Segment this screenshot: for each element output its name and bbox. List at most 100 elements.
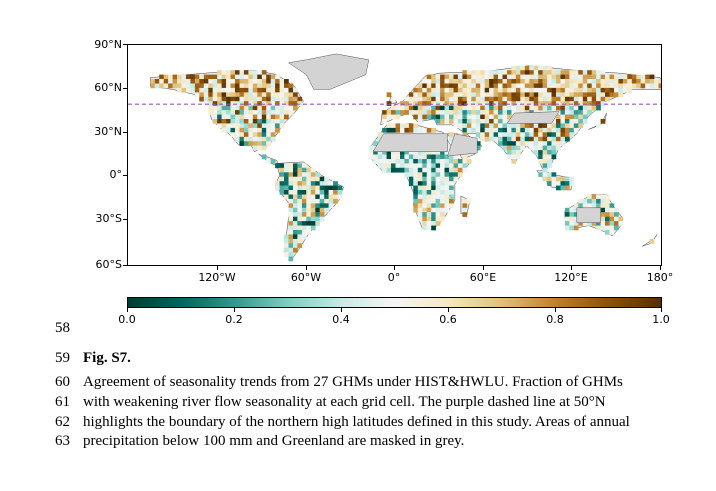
grid-cell <box>529 136 535 142</box>
grid-cell <box>293 212 298 217</box>
grid-cell <box>199 87 205 93</box>
grid-cell <box>582 79 588 84</box>
grid-cell <box>466 127 472 133</box>
grid-cell <box>547 83 552 89</box>
grid-cell <box>400 150 405 155</box>
grid-cell <box>582 203 588 209</box>
grid-cell <box>560 127 566 133</box>
grid-cell <box>569 212 575 217</box>
grid-cell <box>431 74 436 80</box>
grid-cell <box>435 216 441 222</box>
grid-cell <box>431 181 436 186</box>
grid-cell <box>489 70 494 75</box>
grid-cell <box>221 79 227 84</box>
grid-cell <box>413 87 419 93</box>
grid-cell <box>444 159 450 164</box>
grid-cell <box>582 105 588 111</box>
grid-cell <box>310 216 316 222</box>
grid-cell <box>520 74 526 80</box>
grid-cell <box>471 110 477 115</box>
grid-cell <box>569 123 575 129</box>
grid-cell <box>239 136 245 142</box>
grid-cell <box>444 207 450 213</box>
grid-cell <box>279 96 285 102</box>
grid-cell <box>449 198 454 204</box>
lat-tick-mark <box>123 219 127 220</box>
grid-cell <box>248 92 254 98</box>
grid-cell <box>538 83 543 89</box>
grid-cell <box>533 92 539 98</box>
grid-cell <box>248 136 254 142</box>
grid-cell <box>310 207 316 213</box>
grid-cell <box>284 176 289 182</box>
grid-cell <box>319 176 325 182</box>
grid-cell <box>547 79 552 84</box>
grid-cell <box>373 154 378 160</box>
grid-cell <box>257 105 263 111</box>
grid-cell <box>319 194 325 200</box>
grid-cell <box>435 198 441 204</box>
grid-cell <box>186 79 191 84</box>
grid-cell <box>266 87 271 93</box>
grid-cell <box>337 190 343 195</box>
grid-cell <box>569 74 575 80</box>
grid-cell <box>284 172 289 178</box>
grid-cell <box>301 221 307 226</box>
grid-cell <box>489 96 494 102</box>
grid-cell <box>435 207 441 213</box>
grid-cell <box>578 70 584 75</box>
grid-cell <box>435 154 441 160</box>
grid-cell <box>614 221 619 226</box>
grid-cell <box>235 110 240 115</box>
grid-cell <box>507 105 512 111</box>
grid-cell <box>466 198 472 204</box>
grid-cell <box>293 181 298 186</box>
grid-cell <box>288 194 294 200</box>
grid-cell <box>507 87 512 93</box>
grid-cell <box>542 101 548 106</box>
grid-cell <box>538 145 543 151</box>
grid-cell <box>288 190 294 195</box>
grid-cell <box>177 87 182 93</box>
grid-cell <box>573 225 579 231</box>
grid-cell <box>257 96 263 102</box>
grid-cell <box>609 203 615 209</box>
grid-cell <box>533 141 539 146</box>
grid-cell <box>319 198 325 204</box>
grid-cell <box>226 119 231 124</box>
grid-cell <box>324 185 329 191</box>
grid-cell <box>533 87 539 93</box>
lon-tick-mark <box>660 266 661 270</box>
grid-cell <box>310 198 316 204</box>
grid-cell <box>431 154 436 160</box>
grid-cell <box>440 110 445 115</box>
grid-cell <box>417 203 423 209</box>
grid-cell <box>426 154 432 160</box>
grid-cell <box>502 132 508 138</box>
grid-cell <box>310 225 316 231</box>
grid-cell <box>181 79 187 84</box>
grid-cell <box>444 83 450 89</box>
grid-cell <box>489 74 494 80</box>
grid-cell <box>279 190 285 195</box>
grid-cell <box>573 70 579 75</box>
grid-cell <box>466 105 472 111</box>
grid-cell <box>449 105 454 111</box>
grid-cell <box>462 74 468 80</box>
grid-cell <box>596 225 601 231</box>
grid-cell <box>217 123 222 129</box>
grid-cell <box>507 83 512 89</box>
grid-cell <box>288 212 294 217</box>
grid-cell <box>493 87 499 93</box>
grid-cell <box>408 176 414 182</box>
grid-cell <box>293 234 298 240</box>
grid-cell <box>431 92 436 98</box>
grid-cell <box>306 216 312 222</box>
grid-cell <box>190 74 196 80</box>
grid-cell <box>239 114 245 120</box>
grid-cell <box>382 114 387 120</box>
grid-cell <box>493 83 499 89</box>
grid-cell <box>551 74 557 80</box>
grid-cell <box>569 105 575 111</box>
grid-cell <box>440 185 445 191</box>
